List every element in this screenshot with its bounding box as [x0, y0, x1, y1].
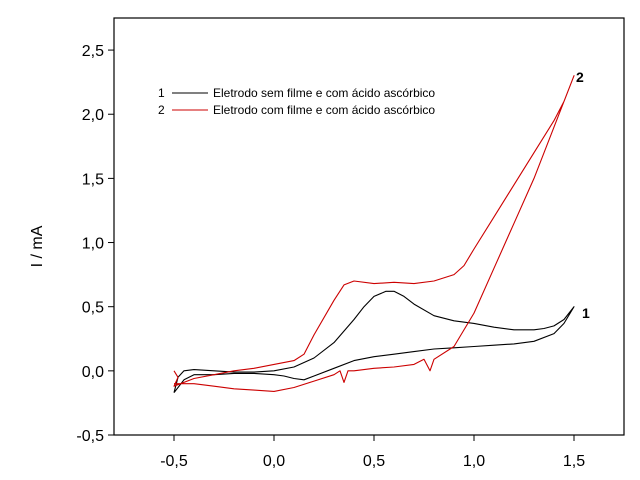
y-tick-label: 2,0	[82, 107, 104, 124]
y-tick-label: 1,5	[82, 171, 104, 188]
y-tick-label: 1,0	[82, 236, 104, 253]
y-tick-label: 0,0	[82, 364, 104, 381]
x-tick-label: -0,5	[160, 453, 188, 470]
y-tick-label: 0,5	[82, 300, 104, 317]
legend-number: 1	[158, 86, 165, 100]
series-tags: 12	[576, 69, 590, 321]
x-axis-ticks: -0,5 0,0 0,5 1,0 1,5	[160, 435, 585, 470]
legend-label: Eletrodo sem filme e com ácido ascórbico	[213, 86, 435, 100]
x-tick-label: 0,5	[363, 453, 385, 470]
x-tick-label: 1,5	[563, 453, 585, 470]
y-tick-label: 2,5	[82, 43, 104, 60]
y-axis-title: I / mA	[29, 225, 46, 267]
plot-border	[113, 17, 625, 436]
x-tick-label: 0,0	[263, 453, 285, 470]
series-2-line	[173, 75, 575, 392]
plot-frame	[113, 17, 625, 436]
x-tick-label: 1,0	[463, 453, 485, 470]
series-layer	[173, 75, 575, 394]
legend: 1 Eletrodo sem filme e com ácido ascórbic…	[158, 86, 435, 117]
y-axis-ticks: -0,5 0,0 0,5 1,0 1,5 2,0 2,5	[76, 43, 114, 445]
series-2-tag: 2	[576, 69, 584, 85]
legend-number: 2	[158, 103, 165, 117]
series-1-line	[173, 290, 575, 394]
legend-label: Eletrodo com filme e com ácido ascórbico	[213, 103, 435, 117]
y-tick-label: -0,5	[76, 428, 104, 445]
series-1-tag: 1	[582, 305, 590, 321]
